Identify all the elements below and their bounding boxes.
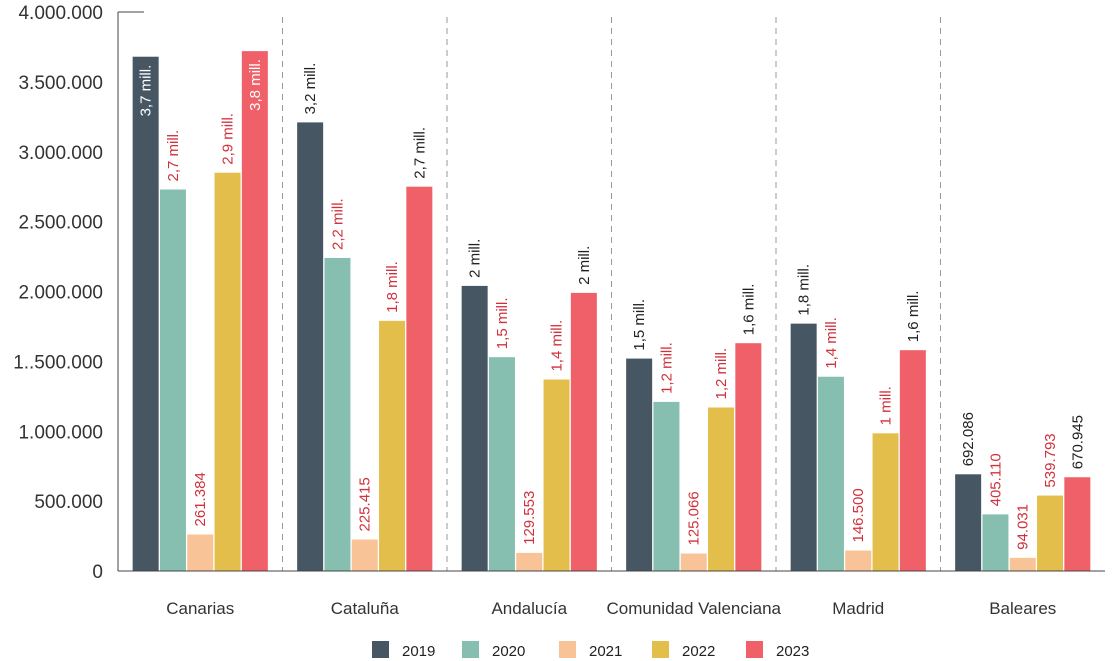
bar-value-label: 1,4 mill. [549, 320, 566, 372]
legend-swatch-2020 [462, 641, 479, 658]
bar-value-label: 94.031 [1015, 504, 1032, 550]
bar-value-label: 1,2 mill. [713, 348, 730, 400]
bar-value-label: 261.384 [192, 472, 209, 526]
bar-2023-0 [241, 51, 268, 571]
bar-2021-5 [1009, 557, 1036, 571]
bar-value-label: 1,6 mill. [905, 291, 922, 343]
bar-2020-0 [159, 189, 186, 572]
y-tick-label: 500.000 [34, 492, 103, 513]
bar-value-label: 2,9 mill. [220, 113, 237, 165]
bar-value-label: 405.110 [987, 453, 1004, 506]
bar-2020-3 [653, 401, 680, 571]
bar-2021-1 [351, 539, 378, 571]
bar-value-label: 1,4 mill. [823, 317, 840, 369]
bar-2020-2 [488, 357, 515, 571]
bar-value-label: 2 mill. [467, 239, 484, 278]
legend-swatch-2019 [372, 641, 389, 658]
bar-2021-2 [516, 552, 543, 571]
legend-swatch-2021 [559, 641, 576, 658]
y-tick-label: 2.000.000 [18, 283, 103, 304]
category-separators [282, 17, 941, 571]
bar-value-label: 3,2 mill. [302, 63, 319, 115]
category-label: Baleares [989, 599, 1056, 618]
bar-2023-3 [735, 343, 762, 571]
bar-value-label: 1 mill. [878, 386, 895, 425]
bar-value-label: 2 mill. [576, 246, 593, 285]
category-label: Madrid [832, 599, 884, 618]
category-label: Cataluña [331, 599, 400, 618]
legend: 2019 2020 2021 2022 2023 [372, 641, 809, 660]
y-tick-label: 3.500.000 [18, 73, 103, 94]
category-label: Comunidad Valenciana [606, 599, 781, 618]
y-tick-label: 2.500.000 [18, 213, 103, 234]
bar-value-label: 539.793 [1042, 433, 1059, 487]
bar-value-label: 692.086 [960, 412, 977, 466]
bar-2022-4 [872, 433, 899, 571]
bar-2022-0 [214, 172, 241, 571]
bar-value-label: 3,7 mill. [138, 65, 155, 117]
bar-value-label: 3,8 mill. [247, 59, 264, 111]
bar-2020-1 [324, 257, 351, 571]
bar-value-label: 1,8 mill. [796, 264, 813, 316]
bar-2022-2 [543, 379, 570, 571]
bar-value-label: 125.066 [686, 491, 703, 545]
category-label: Canarias [166, 599, 234, 618]
bar-2023-1 [406, 186, 433, 571]
bar-2019-2 [461, 285, 488, 571]
bar-value-label: 1,6 mill. [740, 284, 757, 336]
bar-value-label: 2,2 mill. [329, 198, 346, 250]
bar-2021-0 [187, 534, 214, 571]
bar-2019-4 [790, 323, 817, 571]
bar-2022-3 [708, 407, 735, 571]
bar-value-label: 1,8 mill. [384, 261, 401, 313]
bar-2021-3 [680, 553, 707, 571]
legend-label: 2021 [589, 643, 622, 660]
legend-swatch-2023 [746, 641, 763, 658]
bars [132, 51, 1091, 572]
bar-value-label: 129.553 [521, 491, 538, 545]
bar-2023-5 [1064, 477, 1091, 571]
legend-label: 2022 [682, 643, 715, 660]
bar-2022-1 [379, 320, 406, 571]
y-axis: 0 500.000 1.000.000 1..500.000 2.000.000 2.50… [13, 3, 144, 583]
x-axis: Canarias Cataluña Andalucía Comunidad Valen… [118, 570, 1105, 618]
y-tick-label: 1.000.000 [18, 422, 103, 443]
legend-swatch-2022 [652, 641, 669, 658]
y-tick-label: 3.000.000 [18, 143, 103, 164]
bar-value-label: 670.945 [1069, 415, 1086, 469]
bar-value-label: 1,5 mill. [494, 297, 511, 349]
bar-labels: 3,7 mill. 3,2 mill. 2 mill. 1,5 mill. 1,8 mi… [138, 59, 1087, 550]
bar-value-label: 1,5 mill. [631, 299, 648, 351]
legend-label: 2020 [492, 643, 525, 660]
bar-2020-5 [982, 514, 1009, 571]
bar-2022-5 [1037, 495, 1064, 571]
bar-2019-5 [955, 474, 982, 571]
bar-2023-2 [570, 292, 597, 571]
y-tick-label: 0 [92, 562, 103, 583]
bar-value-label: 146.500 [850, 488, 867, 542]
bar-2019-0 [132, 56, 159, 572]
bar-2020-4 [817, 376, 844, 571]
legend-label: 2023 [776, 643, 809, 660]
bar-2023-4 [899, 350, 926, 571]
y-tick-label: 4.000.000 [18, 3, 103, 24]
y-tick-label: 1..500.000 [13, 352, 103, 373]
bar-2019-3 [626, 358, 653, 571]
bar-value-label: 2,7 mill. [165, 130, 182, 182]
bar-value-label: 1,2 mill. [658, 342, 675, 394]
bar-value-label: 225.415 [357, 477, 374, 531]
bar-value-label: 2,7 mill. [411, 127, 428, 179]
bar-2019-1 [297, 122, 324, 571]
legend-label: 2019 [402, 643, 435, 660]
bar-2021-4 [845, 550, 872, 571]
category-label: Andalucía [491, 599, 567, 618]
